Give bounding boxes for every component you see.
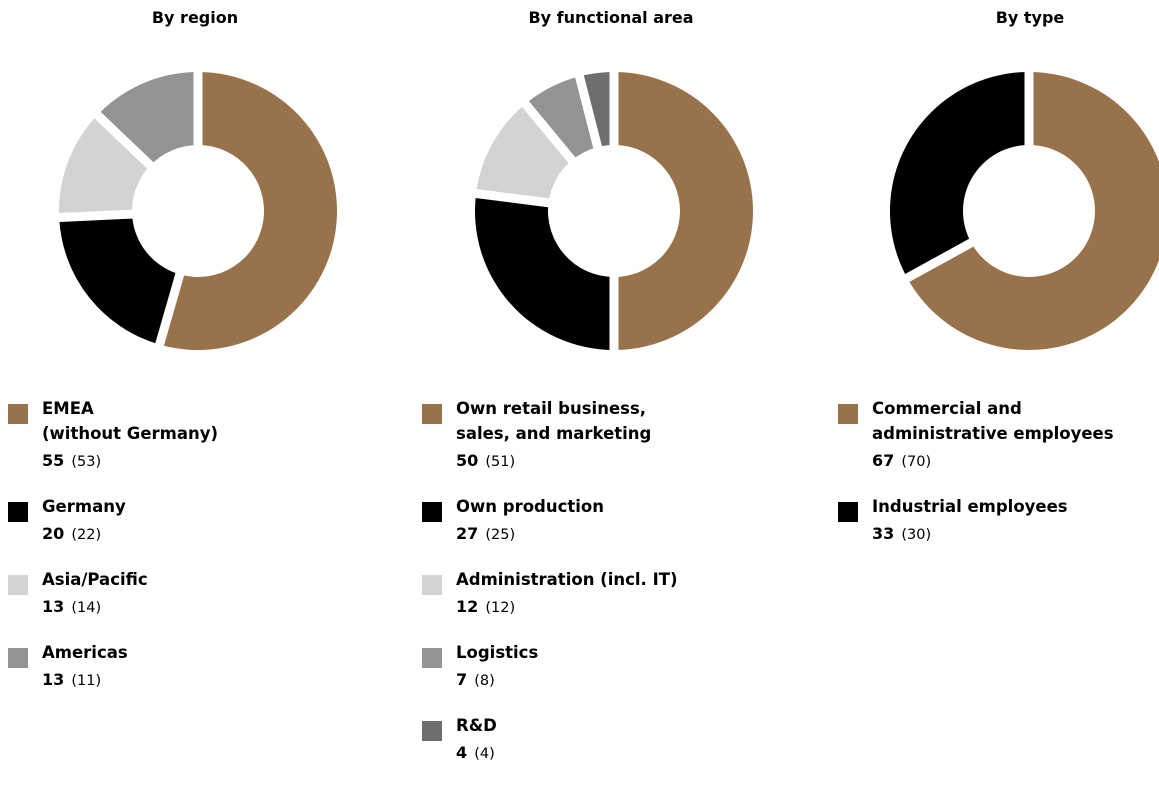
current-value: 33: [872, 524, 895, 543]
prior-year-value: (30): [901, 527, 932, 543]
legend-item-germany: Germany 20 (22): [8, 494, 218, 548]
type-legend: Commercial and administrative employees 6…: [838, 396, 1114, 567]
legend-swatch: [422, 502, 442, 522]
legend-swatch: [422, 721, 442, 741]
legend-item-administration-incl-it: Administration (incl. IT) 12 (12): [422, 567, 678, 621]
prior-year-value: (8): [474, 673, 495, 689]
donut-slice-commercial-and-administrative-employees: [907, 72, 1159, 350]
legend-values: 13 (14): [42, 592, 218, 621]
legend-values: 7 (8): [456, 665, 678, 694]
legend-swatch: [8, 575, 28, 595]
current-value: 27: [456, 524, 479, 543]
legend-values: 50 (51): [456, 446, 678, 475]
type-donut-chart: [890, 70, 1159, 350]
legend-label: EMEA (without Germany): [42, 399, 219, 443]
slice-separator: [56, 209, 135, 223]
legend-values: 4 (4): [456, 738, 678, 767]
legend-label: Commercial and administrative employees: [872, 399, 1114, 443]
legend-item-r-d: R&D 4 (4): [422, 713, 678, 767]
functional-area-legend: Own retail business, sales, and marketin…: [422, 396, 678, 786]
legend-swatch: [422, 404, 442, 424]
slice-separator: [520, 99, 577, 165]
legend-label: Logistics: [456, 643, 539, 662]
legend-values: 67 (70): [872, 446, 1114, 475]
prior-year-value: (11): [71, 673, 102, 689]
current-value: 67: [872, 451, 895, 470]
slice-separator: [903, 237, 976, 283]
prior-year-value: (25): [485, 527, 516, 543]
donut-slice-industrial-employees: [890, 72, 1029, 278]
legend-swatch: [422, 648, 442, 668]
donut-slice-asia-pacific: [59, 115, 151, 218]
region-chart-panel: By region EMEA (without Germany) 55 (53) G…: [0, 0, 400, 765]
donut-slice-logistics: [525, 76, 598, 161]
legend-swatch: [8, 404, 28, 424]
legend-item-logistics: Logistics 7 (8): [422, 640, 678, 694]
legend-label: Americas: [42, 643, 128, 662]
legend-values: 27 (25): [456, 519, 678, 548]
legend-swatch: [8, 502, 28, 522]
legend-swatch: [838, 404, 858, 424]
current-value: 13: [42, 597, 65, 616]
current-value: 20: [42, 524, 65, 543]
donut-slice-emea-without-germany: [159, 72, 337, 350]
current-value: 50: [456, 451, 479, 470]
legend-label: Administration (incl. IT): [456, 570, 678, 589]
functional-area-chart-panel: By functional area Own retail business, …: [410, 0, 810, 765]
prior-year-value: (70): [901, 454, 932, 470]
legend-values: 13 (11): [42, 665, 218, 694]
donut-slice-own-retail-business-sales-and-marketing: [614, 72, 753, 350]
chart-title: By functional area: [528, 8, 694, 27]
region-legend: EMEA (without Germany) 55 (53) Germany 20 (…: [8, 396, 218, 713]
current-value: 4: [456, 743, 468, 762]
region-donut-chart: [56, 70, 337, 350]
legend-label: Industrial employees: [872, 497, 1068, 516]
legend-swatch: [8, 648, 28, 668]
legend-values: 55 (53): [42, 446, 218, 475]
donut-slice-own-production: [474, 193, 614, 350]
slice-separator: [92, 110, 155, 171]
donut-slice-germany: [59, 214, 180, 345]
prior-year-value: (22): [71, 527, 102, 543]
slice-separator: [473, 188, 552, 208]
donut-slice-administration-incl-it: [476, 103, 572, 203]
prior-year-value: (51): [485, 454, 516, 470]
legend-swatch: [422, 575, 442, 595]
prior-year-value: (14): [71, 600, 102, 616]
legend-label: Germany: [42, 497, 126, 516]
legend-label: R&D: [456, 716, 497, 735]
legend-values: 12 (12): [456, 592, 678, 621]
legend-item-americas: Americas 13 (11): [8, 640, 218, 694]
legend-item-emea-without-germany: EMEA (without Germany) 55 (53): [8, 396, 218, 475]
legend-label: Own production: [456, 497, 605, 516]
legend-label: Own retail business, sales, and marketin…: [456, 399, 652, 443]
legend-swatch: [838, 502, 858, 522]
donut-slice-americas: [97, 72, 198, 166]
legend-item-commercial-and-administrative-employees: Commercial and administrative employees 6…: [838, 396, 1114, 475]
chart-title: By type: [995, 8, 1065, 27]
chart-title: By region: [151, 8, 239, 27]
current-value: 13: [42, 670, 65, 689]
legend-item-asia-pacific: Asia/Pacific 13 (14): [8, 567, 218, 621]
prior-year-value: (12): [485, 600, 516, 616]
legend-values: 33 (30): [872, 519, 1114, 548]
functional-area-donut-chart: [473, 70, 753, 352]
legend-label: Asia/Pacific: [42, 570, 148, 589]
current-value: 12: [456, 597, 479, 616]
current-value: 55: [42, 451, 65, 470]
legend-item-own-retail-business-sales-and-marketing: Own retail business, sales, and marketin…: [422, 396, 678, 475]
slice-separator: [574, 73, 603, 151]
prior-year-value: (4): [474, 746, 495, 762]
type-chart-panel: By type Commercial and administrative em…: [830, 0, 1159, 765]
legend-item-industrial-employees: Industrial employees 33 (30): [838, 494, 1114, 548]
prior-year-value: (53): [71, 454, 102, 470]
donut-slice-r-d: [579, 72, 614, 148]
legend-values: 20 (22): [42, 519, 218, 548]
legend-item-own-production: Own production 27 (25): [422, 494, 678, 548]
slice-separator: [154, 271, 185, 348]
current-value: 7: [456, 670, 468, 689]
